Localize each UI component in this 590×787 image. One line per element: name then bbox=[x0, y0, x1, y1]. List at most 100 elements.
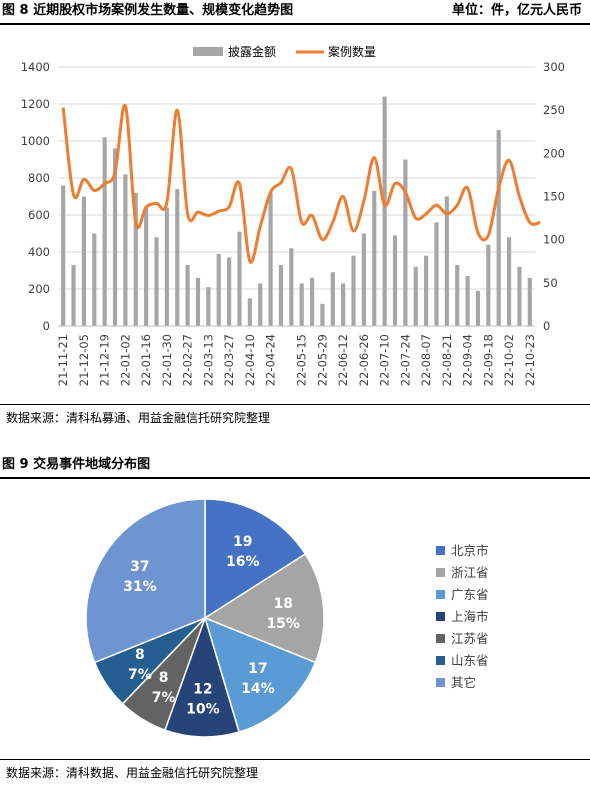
legend-bar-label: 披露金额 bbox=[228, 44, 276, 59]
bar bbox=[465, 276, 470, 326]
slice-pct-label: 31% bbox=[123, 579, 157, 595]
x-tick-label: 22-08-21 bbox=[440, 334, 454, 386]
fig8-source: 数据来源：清科私募通、用益金融信托研究院整理 bbox=[6, 411, 271, 425]
bar bbox=[227, 257, 232, 326]
legend-swatch bbox=[436, 568, 445, 577]
bar bbox=[444, 196, 449, 326]
pie-slice bbox=[203, 552, 325, 664]
x-tick-label: 22-03-13 bbox=[201, 334, 215, 386]
slice-value-label: 18 bbox=[273, 596, 292, 612]
bar bbox=[507, 237, 512, 326]
legend-swatch bbox=[436, 590, 445, 599]
legend-line-label: 案例数量 bbox=[328, 44, 376, 59]
pie-slice bbox=[204, 498, 307, 620]
bar bbox=[195, 277, 201, 326]
bar bbox=[382, 96, 387, 326]
x-tick-label: 22-05-29 bbox=[315, 334, 329, 386]
x-tick-label: 22-01-30 bbox=[160, 334, 174, 386]
slice-pct-label: 7% bbox=[128, 667, 152, 683]
x-tick-label: 22-10-02 bbox=[502, 334, 516, 386]
bar bbox=[289, 248, 294, 326]
slice-value-label: 8 bbox=[159, 670, 169, 686]
x-tick-label: 22-04-10 bbox=[243, 334, 257, 386]
legend-swatch bbox=[436, 678, 445, 687]
bar bbox=[123, 174, 128, 326]
x-tick-label: 22-03-27 bbox=[222, 334, 236, 386]
bar bbox=[320, 303, 325, 326]
fig9-top-rule bbox=[0, 477, 590, 479]
y-right-tick-label: 300 bbox=[543, 60, 565, 74]
legend-label: 江苏省 bbox=[451, 631, 489, 646]
bar bbox=[154, 237, 159, 326]
fig9-header: 图 9 交易事件地域分布图 bbox=[0, 454, 590, 476]
legend-label: 浙江省 bbox=[451, 565, 489, 580]
bar bbox=[517, 266, 522, 326]
y-left-tick-label: 200 bbox=[28, 282, 50, 296]
bar bbox=[61, 185, 66, 326]
bar bbox=[102, 137, 107, 326]
fig9-pie-chart: 19 16% 18 15% 17 14% 12 10% 8 7% 8 7% 37 31% 北京市浙江省广东省… bbox=[85, 498, 489, 738]
bar bbox=[71, 264, 76, 326]
x-tick-label: 22-04-24 bbox=[264, 334, 278, 386]
slice-value-label: 17 bbox=[248, 661, 267, 677]
bar bbox=[206, 287, 211, 326]
slice-value-label: 37 bbox=[130, 559, 149, 575]
y-left-tick-label: 1200 bbox=[21, 97, 50, 111]
fig8-bottom-rule bbox=[0, 404, 590, 405]
bar bbox=[185, 264, 190, 326]
legend-swatch bbox=[436, 634, 445, 643]
x-tick-label: 22-05-15 bbox=[295, 334, 309, 386]
legend-label: 北京市 bbox=[451, 543, 489, 558]
x-tick-label: 22-01-02 bbox=[118, 334, 132, 386]
y-right-tick-label: 100 bbox=[543, 233, 565, 247]
bar bbox=[496, 129, 501, 326]
slice-value-label: 19 bbox=[233, 534, 252, 550]
fig9-title: 图 9 交易事件地域分布图 bbox=[2, 457, 151, 472]
legend-swatch bbox=[436, 546, 445, 555]
bar bbox=[92, 233, 97, 326]
slice-value-label: 12 bbox=[193, 682, 212, 698]
bar bbox=[164, 207, 169, 326]
legend-bar-swatch bbox=[193, 47, 223, 56]
bar bbox=[372, 190, 377, 326]
x-tick-label: 22-09-04 bbox=[461, 334, 475, 386]
bar bbox=[361, 233, 366, 326]
bar bbox=[434, 222, 439, 326]
bar bbox=[258, 283, 263, 326]
slice-pct-label: 10% bbox=[186, 702, 220, 718]
bar bbox=[392, 235, 398, 326]
x-tick-label: 22-09-18 bbox=[481, 334, 495, 386]
y-left-tick-label: 1400 bbox=[21, 60, 50, 74]
bar bbox=[309, 277, 315, 326]
x-tick-label: 22-07-24 bbox=[398, 334, 412, 386]
x-tick-label: 21-12-19 bbox=[98, 334, 112, 386]
x-tick-label: 22-10-23 bbox=[523, 334, 537, 386]
bar bbox=[424, 255, 429, 326]
legend-label: 山东省 bbox=[451, 653, 489, 668]
y-left-tick-label: 1000 bbox=[21, 134, 50, 148]
fig8-header: 图 8 近期股权市场案例发生数量、规模变化趋势图 单位：件，亿元人民币 bbox=[0, 0, 590, 22]
bar bbox=[475, 290, 481, 326]
y-right-tick-label: 200 bbox=[543, 146, 565, 160]
bar bbox=[237, 231, 242, 326]
fig8-unit: 单位：件，亿元人民币 bbox=[451, 3, 582, 18]
bar bbox=[81, 196, 86, 326]
legend-swatch bbox=[436, 656, 445, 665]
legend-label: 其它 bbox=[451, 675, 476, 690]
bar bbox=[299, 283, 304, 326]
pie-slice bbox=[85, 498, 206, 664]
legend-label: 广东省 bbox=[451, 587, 489, 602]
x-tick-label: 22-08-07 bbox=[419, 334, 433, 386]
x-tick-label: 22-06-12 bbox=[336, 334, 350, 386]
bar bbox=[278, 264, 284, 326]
fig8-top-rule bbox=[0, 23, 590, 25]
bar bbox=[351, 255, 356, 326]
y-left-tick-label: 600 bbox=[28, 208, 50, 222]
fig8-combo-chart: 披露金额 案例数量 0 200 400 600 800 1000 1200 1400 0 50 100 1… bbox=[21, 44, 565, 386]
legend-swatch bbox=[436, 612, 445, 621]
bar bbox=[330, 272, 335, 326]
bar bbox=[341, 283, 346, 326]
bar bbox=[403, 159, 408, 326]
slice-pct-label: 7% bbox=[152, 690, 176, 706]
slice-pct-label: 14% bbox=[241, 681, 275, 697]
